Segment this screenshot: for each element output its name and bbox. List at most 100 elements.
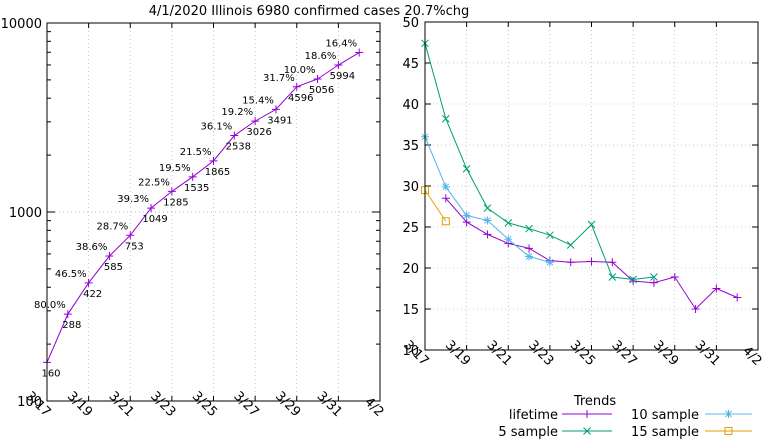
- right-ytick-label: 10: [402, 344, 419, 359]
- case-count-label: 5994: [330, 71, 355, 82]
- right-xtick-label: 3/19: [442, 338, 473, 369]
- legend-title: Trends: [573, 394, 617, 409]
- left-xtick-label: 3/21: [106, 389, 137, 420]
- cases-point: [334, 61, 343, 70]
- pct-change-label: 22.5%: [138, 177, 170, 188]
- trend-point: [462, 164, 471, 173]
- right-xtick-label: 3/25: [567, 338, 598, 369]
- right-xtick-label: 3/27: [608, 338, 639, 369]
- cases-point: [355, 48, 364, 57]
- case-count-label: 5056: [309, 85, 334, 96]
- trend-point: [483, 216, 492, 225]
- right-xtick-label: 3/31: [692, 338, 723, 369]
- trend-series-line: [424, 136, 551, 263]
- trend-point: [733, 293, 742, 302]
- pct-change-label: 19.5%: [159, 163, 191, 174]
- trend-point: [525, 252, 534, 261]
- trend-point: [691, 305, 700, 313]
- right-xtick-label: 3/23: [525, 338, 556, 369]
- trend-point: [712, 284, 721, 293]
- right-ytick-label: 20: [402, 262, 419, 277]
- case-count-label: 1865: [205, 167, 230, 178]
- cases-point: [188, 172, 197, 181]
- case-count-label: 585: [104, 262, 123, 273]
- left-xtick-label: 3/27: [230, 389, 261, 420]
- right-ytick-label: 30: [402, 180, 419, 195]
- legend-swatch-marker: [724, 410, 733, 418]
- trend-point: [608, 273, 617, 281]
- case-count-label: 3026: [246, 127, 271, 138]
- trend-point: [525, 244, 534, 253]
- trend-point: [650, 273, 658, 281]
- trend-point: [483, 230, 492, 239]
- cases-point: [147, 204, 156, 213]
- case-count-label: 422: [83, 289, 102, 300]
- trend-point: [483, 204, 492, 212]
- legend-label: 15 sample: [631, 425, 699, 440]
- left-ytick-label: 1000: [9, 206, 42, 221]
- trend-point: [525, 224, 533, 233]
- right-ytick-label: 35: [402, 139, 419, 154]
- page-title: 4/1/2020 Illinois 6980 confirmed cases 2…: [149, 4, 470, 19]
- left-plot-frame: [46, 22, 381, 402]
- trend-point: [587, 257, 596, 266]
- trend-point: [587, 220, 596, 229]
- trend-point: [441, 194, 450, 203]
- pct-change-label: 39.3%: [117, 194, 149, 205]
- right-xtick-label: 3/29: [650, 338, 681, 369]
- trend-point: [546, 231, 554, 240]
- case-count-label: 2538: [226, 142, 251, 153]
- pct-change-label: 80.0%: [34, 300, 66, 311]
- case-count-label: 4596: [288, 93, 313, 104]
- trend-point: [441, 114, 450, 123]
- pct-change-label: 19.2%: [221, 107, 253, 118]
- trend-point: [504, 235, 513, 244]
- legend-swatch-marker: [724, 427, 733, 435]
- case-count-label: 160: [41, 368, 60, 379]
- trend-point: [670, 273, 679, 282]
- right-ytick-label: 40: [402, 98, 419, 113]
- pct-change-label: 18.6%: [305, 51, 337, 62]
- trend-point: [545, 258, 554, 267]
- trend-point: [462, 211, 471, 220]
- left-xtick-label: 3/29: [272, 389, 303, 420]
- case-count-label: 1049: [142, 214, 167, 225]
- trend-point: [608, 258, 617, 267]
- legend-label: 5 sample: [498, 425, 558, 440]
- trends-legend: Trends lifetime 5 sample 10 sample 15 sample: [498, 394, 752, 440]
- right-ytick-label: 50: [402, 16, 419, 31]
- case-count-label: 753: [125, 241, 144, 252]
- case-count-label: 1285: [163, 197, 188, 208]
- trend-point: [441, 182, 450, 191]
- pct-change-label: 15.4%: [242, 95, 274, 106]
- cases-point: [167, 187, 176, 196]
- right-plot-frame: [424, 21, 759, 351]
- right-series: [421, 39, 742, 313]
- trend-point: [566, 258, 575, 267]
- left-series: [43, 48, 364, 367]
- legend-swatch-marker: [583, 427, 591, 435]
- pct-change-label: 21.5%: [180, 147, 212, 158]
- case-count-label: 288: [62, 320, 81, 331]
- left-xtick-label: 3/31: [314, 389, 345, 420]
- trend-point: [504, 219, 513, 227]
- trend-point: [629, 275, 637, 284]
- pct-change-label: 46.5%: [55, 269, 87, 280]
- pct-change-label: 28.7%: [96, 221, 128, 232]
- left-point-labels: 160 288 80.0% 422 46.5% 585 38.6% 753 28.7% 1049 3…: [34, 39, 357, 380]
- legend-label: 10 sample: [631, 408, 699, 423]
- trend-point: [441, 217, 450, 226]
- right-ytick-label: 25: [402, 221, 419, 236]
- cases-point: [271, 105, 280, 114]
- cases-point: [84, 278, 93, 287]
- trend-point: [629, 277, 638, 286]
- right-ytick-label: 15: [402, 303, 419, 318]
- cumulative-cases-chart: 160 288 80.0% 422 46.5% 585 38.6% 753 28.7% 1049 3…: [1, 17, 387, 420]
- right-xtick-label: 3/21: [484, 338, 515, 369]
- pct-change-label: 10.0%: [284, 65, 316, 76]
- trend-point: [566, 241, 575, 249]
- left-xtick-label: 3/23: [147, 389, 178, 420]
- right-ytick-label: 45: [402, 57, 419, 72]
